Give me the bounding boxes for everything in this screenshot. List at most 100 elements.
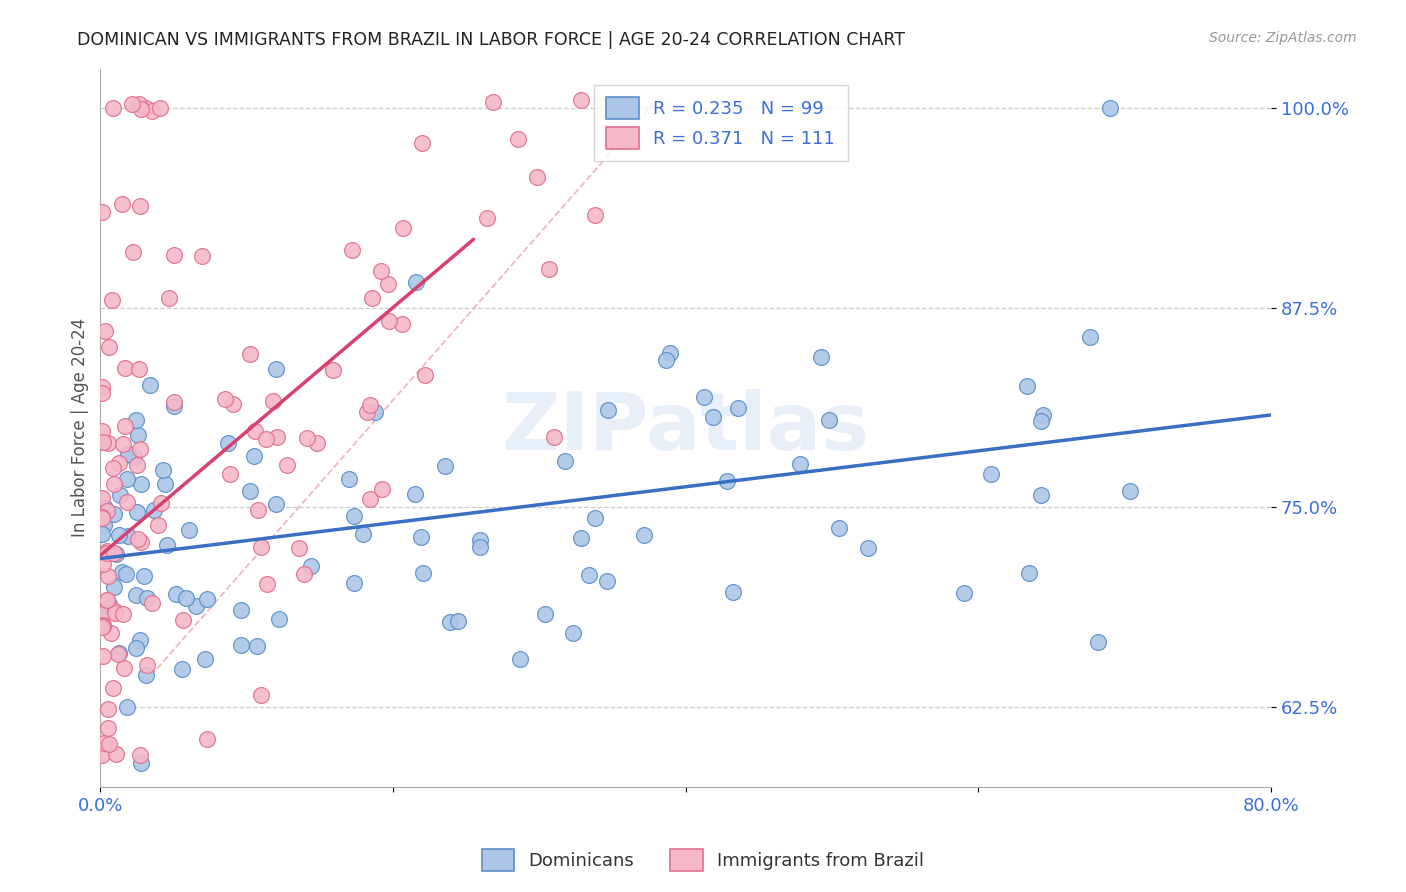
Point	[702, 409, 724, 424]
Point	[242, 450, 264, 464]
Point	[433, 458, 456, 473]
Point	[217, 436, 239, 450]
Point	[129, 535, 152, 549]
Point	[818, 413, 841, 427]
Point	[297, 431, 319, 445]
Point	[91, 649, 114, 664]
Point	[468, 533, 491, 548]
Point	[97, 721, 120, 735]
Point	[195, 592, 218, 607]
Point	[340, 243, 363, 257]
Point	[103, 581, 125, 595]
Point	[91, 558, 114, 572]
Point	[269, 612, 291, 626]
Point	[633, 528, 655, 542]
Point	[482, 95, 505, 110]
Point	[439, 615, 461, 629]
Point	[343, 508, 366, 523]
Point	[94, 324, 117, 338]
Point	[245, 424, 267, 438]
Point	[90, 491, 112, 505]
Point	[359, 398, 381, 412]
Point	[141, 103, 163, 118]
Point	[1032, 409, 1054, 423]
Point	[404, 487, 426, 501]
Point	[194, 652, 217, 666]
Point	[477, 211, 499, 226]
Point	[112, 660, 135, 674]
Point	[249, 540, 271, 554]
Point	[97, 435, 120, 450]
Point	[114, 360, 136, 375]
Point	[135, 668, 157, 682]
Point	[413, 368, 436, 382]
Point	[153, 477, 176, 491]
Point	[122, 450, 145, 464]
Point	[163, 400, 186, 414]
Point	[128, 632, 150, 647]
Point	[90, 380, 112, 394]
Point	[1080, 330, 1102, 344]
Point	[111, 436, 134, 450]
Point	[980, 467, 1002, 481]
Point	[538, 262, 561, 277]
Point	[93, 517, 115, 532]
Point	[93, 501, 115, 516]
Point	[370, 264, 392, 278]
Point	[583, 208, 606, 222]
Point	[111, 197, 134, 211]
Point	[103, 101, 125, 115]
Point	[90, 424, 112, 438]
Point	[184, 599, 207, 613]
Point	[121, 97, 143, 112]
Point	[190, 249, 212, 263]
Text: Source: ZipAtlas.com: Source: ZipAtlas.com	[1209, 31, 1357, 45]
Point	[177, 523, 200, 537]
Point	[526, 169, 548, 184]
Point	[112, 607, 135, 621]
Point	[103, 545, 125, 559]
Point	[129, 756, 152, 770]
Point	[1029, 414, 1052, 428]
Text: ZIPatlas: ZIPatlas	[502, 389, 870, 467]
Point	[111, 565, 134, 579]
Point	[108, 528, 131, 542]
Point	[93, 618, 115, 632]
Point	[337, 472, 360, 486]
Point	[90, 620, 112, 634]
Point	[195, 732, 218, 747]
Point	[219, 467, 242, 482]
Point	[377, 314, 399, 328]
Point	[135, 101, 157, 115]
Point	[115, 472, 138, 486]
Point	[136, 658, 159, 673]
Point	[96, 592, 118, 607]
Point	[117, 700, 139, 714]
Point	[127, 458, 149, 473]
Point	[543, 429, 565, 443]
Point	[101, 293, 124, 307]
Point	[1087, 635, 1109, 649]
Point	[583, 511, 606, 525]
Point	[214, 392, 236, 406]
Point	[135, 591, 157, 606]
Point	[96, 503, 118, 517]
Point	[117, 447, 139, 461]
Point	[246, 639, 269, 653]
Point	[139, 377, 162, 392]
Point	[264, 361, 287, 376]
Point	[239, 484, 262, 499]
Point	[288, 541, 311, 556]
Point	[405, 275, 427, 289]
Point	[127, 427, 149, 442]
Point	[409, 530, 432, 544]
Point	[94, 599, 117, 614]
Point	[104, 547, 127, 561]
Point	[103, 681, 125, 695]
Point	[170, 662, 193, 676]
Point	[470, 540, 492, 554]
Point	[127, 505, 149, 519]
Point	[152, 462, 174, 476]
Point	[534, 607, 557, 621]
Point	[90, 204, 112, 219]
